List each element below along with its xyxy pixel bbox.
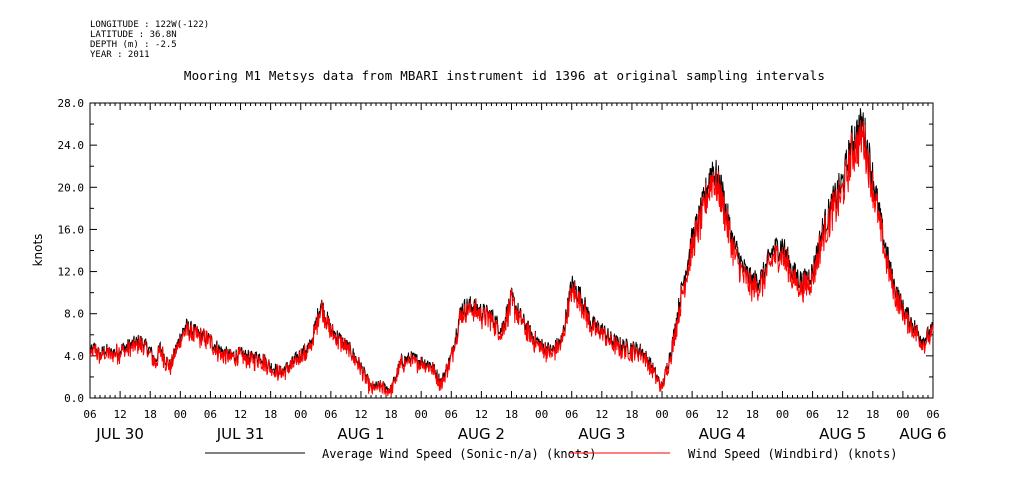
- longitude-label: LONGITUDE : 122W(-122): [90, 20, 210, 30]
- x-hour-tick-label: 06: [204, 408, 217, 421]
- legend: Average Wind Speed (Sonic-n/a) (knots) W…: [205, 447, 898, 461]
- y-tick-label: 8.0: [64, 308, 84, 321]
- legend-label-avg: Average Wind Speed (Sonic-n/a) (knots): [322, 447, 597, 461]
- y-axis: 0.0 4.0 8.0 12.0 16.0 20.0 24.0 28.0: [58, 97, 933, 405]
- x-hour-tick-label: 06: [565, 408, 578, 421]
- x-hour-tick-label: 06: [806, 408, 819, 421]
- year-label: YEAR : 2011: [90, 50, 150, 60]
- x-hour-tick-label: 18: [144, 408, 157, 421]
- x-day-label: AUG 4: [699, 425, 746, 443]
- x-hour-tick-label: 06: [83, 408, 96, 421]
- x-hour-tick-label: 00: [294, 408, 307, 421]
- latitude-label: LATITUDE : 36.8N: [90, 30, 177, 40]
- x-hour-tick-label: 12: [716, 408, 729, 421]
- metadata-block: LONGITUDE : 122W(-122) LATITUDE : 36.8N …: [90, 20, 209, 60]
- series-group: [89, 108, 934, 397]
- x-hour-tick-label: 06: [324, 408, 337, 421]
- y-tick-label: 28.0: [58, 97, 85, 110]
- x-hour-tick-label: 06: [445, 408, 458, 421]
- x-hour-tick-label: 00: [776, 408, 789, 421]
- x-hour-tick-label: 18: [264, 408, 277, 421]
- y-tick-label: 12.0: [58, 266, 85, 279]
- x-day-label: AUG 5: [819, 425, 866, 443]
- y-tick-label: 0.0: [64, 392, 84, 405]
- x-hour-tick-label: 00: [896, 408, 909, 421]
- x-day-label: JUL 31: [216, 425, 265, 443]
- x-hour-tick-label: 06: [686, 408, 699, 421]
- x-hour-tick-label: 18: [746, 408, 759, 421]
- x-hour-tick-label: 12: [595, 408, 608, 421]
- x-hour-tick-label: 12: [234, 408, 247, 421]
- x-day-label: AUG 6: [899, 425, 946, 443]
- x-hour-tick-label: 06: [926, 408, 939, 421]
- y-tick-label: 4.0: [64, 350, 84, 363]
- series-line-windbird-wind-speed: [89, 119, 934, 397]
- x-hour-tick-label: 00: [535, 408, 548, 421]
- x-day-label: JUL 30: [95, 425, 144, 443]
- x-hour-tick-label: 18: [625, 408, 638, 421]
- x-axis: 06 12 18 00 06 12 18 00 06 12 18 00 06 12 18 00 06 12 18 00…: [83, 103, 947, 443]
- y-tick-label: 16.0: [58, 223, 85, 236]
- x-hour-tick-label: 18: [505, 408, 518, 421]
- x-hour-tick-label: 00: [174, 408, 187, 421]
- x-hour-tick-label: 18: [384, 408, 397, 421]
- x-hour-tick-label: 00: [655, 408, 668, 421]
- y-tick-label: 24.0: [58, 139, 85, 152]
- x-day-label: AUG 2: [458, 425, 505, 443]
- x-day-label: AUG 1: [337, 425, 384, 443]
- x-hour-tick-label: 18: [866, 408, 879, 421]
- x-hour-tick-label: 12: [475, 408, 488, 421]
- depth-label: DEPTH (m) : -2.5: [90, 40, 177, 50]
- legend-label-windbird: Wind Speed (Windbird) (knots): [688, 447, 898, 461]
- x-day-label: AUG 3: [578, 425, 625, 443]
- y-tick-label: 20.0: [58, 181, 85, 194]
- chart-title: Mooring M1 Metsys data from MBARI instru…: [183, 68, 826, 83]
- x-hour-tick-label: 12: [113, 408, 126, 421]
- y-axis-label: knots: [31, 234, 45, 267]
- x-hour-tick-label: 00: [415, 408, 428, 421]
- x-hour-tick-label: 12: [836, 408, 849, 421]
- x-hour-tick-label: 12: [354, 408, 367, 421]
